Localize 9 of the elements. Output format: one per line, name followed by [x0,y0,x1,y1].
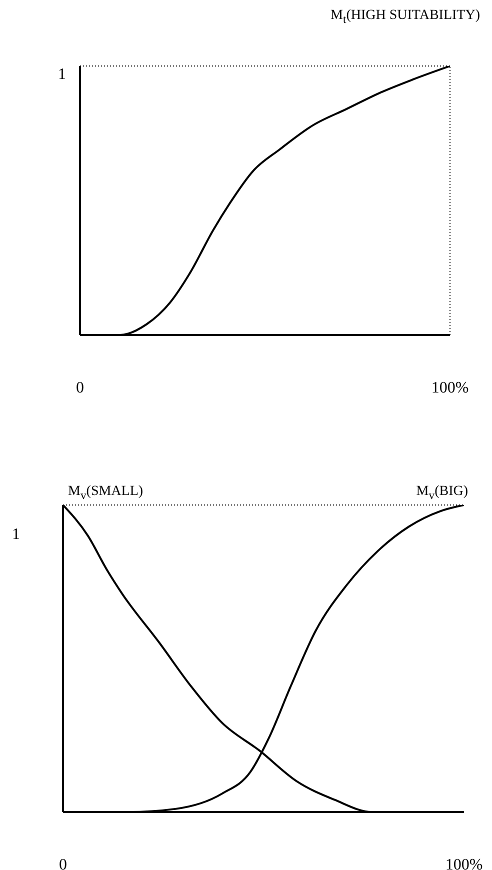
text: 1 [58,66,66,84]
series-label: M$_{v}$(SMALL) [68,484,144,502]
series-label: M$_{v}$(BIG) [416,484,468,502]
x-tick-label: 100% [431,379,469,396]
x-tick-label: 0 [59,856,67,870]
x-tick-label: 100% [445,856,483,870]
text: M$_{t}$(HIGH SUITABILITY) [330,8,480,26]
text: 1 [12,526,20,544]
x-tick-label: 0 [76,379,84,396]
